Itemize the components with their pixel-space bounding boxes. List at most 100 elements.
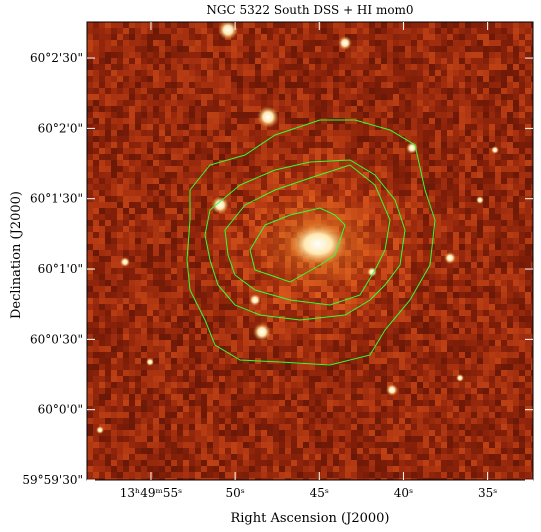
pixel bbox=[465, 52, 471, 58]
pixel bbox=[303, 364, 309, 370]
pixel bbox=[105, 340, 111, 346]
pixel bbox=[531, 376, 533, 382]
pixel bbox=[345, 370, 351, 376]
pixel bbox=[513, 388, 519, 394]
pixel bbox=[87, 202, 93, 208]
pixel bbox=[111, 190, 117, 196]
pixel bbox=[507, 388, 513, 394]
pixel bbox=[159, 292, 165, 298]
pixel bbox=[483, 268, 489, 274]
pixel bbox=[201, 364, 207, 370]
pixel bbox=[177, 82, 183, 88]
pixel bbox=[177, 22, 183, 28]
pixel bbox=[303, 34, 309, 40]
pixel bbox=[111, 148, 117, 154]
pixel bbox=[327, 370, 333, 376]
pixel bbox=[471, 376, 477, 382]
pixel bbox=[249, 304, 255, 310]
pixel bbox=[393, 34, 399, 40]
pixel bbox=[219, 58, 225, 64]
pixel bbox=[273, 34, 279, 40]
pixel bbox=[423, 274, 429, 280]
pixel bbox=[171, 124, 177, 130]
pixel bbox=[393, 406, 399, 412]
pixel bbox=[153, 88, 159, 94]
pixel bbox=[435, 220, 441, 226]
pixel bbox=[303, 322, 309, 328]
pixel bbox=[141, 316, 147, 322]
pixel bbox=[213, 178, 219, 184]
pixel bbox=[327, 106, 333, 112]
pixel bbox=[513, 328, 519, 334]
pixel bbox=[489, 310, 495, 316]
pixel bbox=[375, 82, 381, 88]
pixel bbox=[129, 292, 135, 298]
pixel bbox=[489, 238, 495, 244]
pixel bbox=[111, 214, 117, 220]
pixel bbox=[219, 358, 225, 364]
pixel bbox=[489, 118, 495, 124]
pixel bbox=[495, 214, 501, 220]
pixel bbox=[279, 34, 285, 40]
pixel bbox=[165, 178, 171, 184]
pixel bbox=[159, 166, 165, 172]
pixel bbox=[147, 172, 153, 178]
pixel bbox=[435, 226, 441, 232]
pixel bbox=[117, 118, 123, 124]
pixel bbox=[255, 70, 261, 76]
pixel bbox=[135, 400, 141, 406]
pixel bbox=[387, 184, 393, 190]
pixel bbox=[393, 100, 399, 106]
pixel bbox=[225, 166, 231, 172]
pixel bbox=[363, 154, 369, 160]
pixel bbox=[321, 352, 327, 358]
pixel bbox=[237, 286, 243, 292]
pixel bbox=[513, 364, 519, 370]
pixel bbox=[183, 346, 189, 352]
pixel bbox=[447, 34, 453, 40]
pixel bbox=[159, 208, 165, 214]
pixel bbox=[99, 64, 105, 70]
pixel bbox=[345, 418, 351, 424]
pixel bbox=[429, 220, 435, 226]
pixel bbox=[489, 232, 495, 238]
pixel bbox=[333, 118, 339, 124]
pixel bbox=[111, 232, 117, 238]
pixel bbox=[333, 298, 339, 304]
pixel bbox=[453, 268, 459, 274]
pixel bbox=[243, 130, 249, 136]
pixel bbox=[453, 28, 459, 34]
pixel bbox=[309, 154, 315, 160]
pixel bbox=[135, 196, 141, 202]
pixel bbox=[309, 94, 315, 100]
pixel bbox=[333, 172, 339, 178]
pixel bbox=[435, 34, 441, 40]
pixel bbox=[357, 334, 363, 340]
pixel bbox=[255, 88, 261, 94]
pixel bbox=[291, 172, 297, 178]
pixel bbox=[453, 94, 459, 100]
pixel bbox=[387, 76, 393, 82]
pixel bbox=[393, 226, 399, 232]
pixel bbox=[405, 130, 411, 136]
pixel bbox=[321, 166, 327, 172]
pixel bbox=[99, 244, 105, 250]
pixel bbox=[453, 70, 459, 76]
pixel bbox=[309, 88, 315, 94]
pixel bbox=[417, 262, 423, 268]
pixel bbox=[195, 244, 201, 250]
pixel bbox=[381, 64, 387, 70]
pixel bbox=[489, 256, 495, 262]
pixel bbox=[405, 184, 411, 190]
pixel bbox=[507, 46, 513, 52]
pixel bbox=[243, 304, 249, 310]
pixel bbox=[195, 64, 201, 70]
pixel bbox=[291, 82, 297, 88]
pixel bbox=[429, 28, 435, 34]
pixel bbox=[501, 172, 507, 178]
pixel bbox=[141, 22, 147, 28]
pixel bbox=[369, 178, 375, 184]
pixel bbox=[291, 22, 297, 28]
pixel bbox=[435, 142, 441, 148]
pixel bbox=[501, 34, 507, 40]
